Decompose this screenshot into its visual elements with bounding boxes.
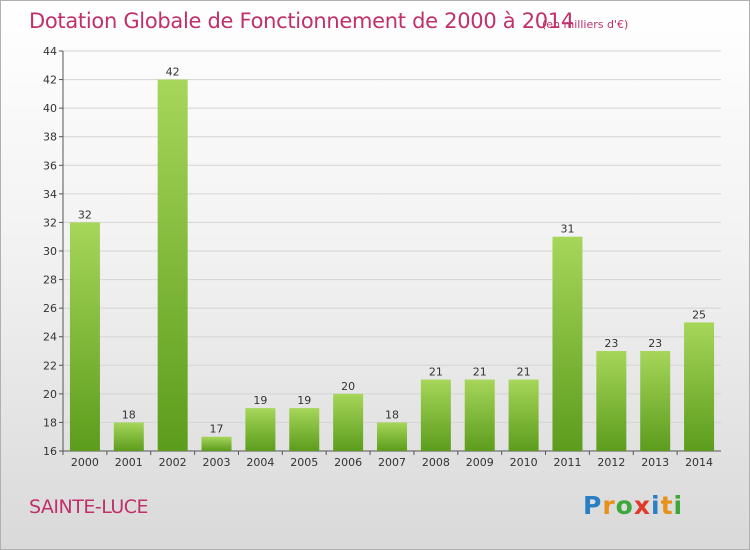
y-tick-label: 16: [43, 445, 57, 458]
bar-chart: 16 18 20 22 24 26 28 30 32 34 36 38 40 42 44 32 2000 18 20…: [43, 45, 721, 469]
bar-value-label: 19: [253, 394, 267, 407]
bar-value-label: 19: [297, 394, 311, 407]
logo-letter: i: [673, 491, 684, 520]
logo-letter: P: [583, 491, 603, 520]
y-tick-label: 34: [43, 188, 57, 201]
y-tick-label: 24: [43, 331, 57, 344]
bar-value-label: 23: [604, 337, 618, 350]
bar: [684, 322, 715, 451]
y-tick-label: 32: [43, 216, 57, 229]
commune-name: SAINTE-LUCE: [29, 496, 149, 518]
x-tick-label: 2009: [466, 456, 494, 469]
x-tick-label: 2011: [553, 456, 581, 469]
y-tick-label: 26: [43, 302, 57, 315]
y-tick-label: 30: [43, 245, 57, 258]
x-tick-label: 2006: [334, 456, 362, 469]
bar: [289, 408, 320, 451]
bar-value-label: 42: [166, 66, 180, 79]
bar: [640, 351, 671, 451]
x-tick-label: 2002: [159, 456, 187, 469]
bar: [464, 379, 495, 451]
x-tick-label: 2013: [641, 456, 669, 469]
x-tick-label: 2000: [71, 456, 99, 469]
logo-letter: r: [602, 491, 616, 520]
proxiti-logo: Proxiti: [583, 491, 683, 520]
y-tick-label: 28: [43, 274, 57, 287]
x-tick-label: 2010: [510, 456, 538, 469]
x-tick-label: 2012: [597, 456, 625, 469]
bar-value-label: 21: [473, 366, 487, 379]
bar: [157, 79, 188, 452]
bar-value-label: 32: [78, 208, 92, 221]
logo-letter: x: [633, 491, 651, 520]
y-tick-label: 38: [43, 131, 57, 144]
y-tick-label: 18: [43, 416, 57, 429]
bar: [245, 408, 276, 451]
x-tick-label: 2014: [685, 456, 713, 469]
y-tick-label: 20: [43, 388, 57, 401]
bar: [596, 351, 627, 451]
bar: [552, 236, 583, 451]
chart-subtitle: (en milliers d'€): [542, 18, 629, 31]
bar-value-label: 21: [517, 366, 531, 379]
bar: [333, 393, 364, 451]
y-tick-label: 42: [43, 74, 57, 87]
x-tick-label: 2001: [115, 456, 143, 469]
bar-value-label: 17: [210, 423, 224, 436]
bar: [69, 222, 100, 451]
bar-value-label: 31: [560, 223, 574, 236]
bar-value-label: 20: [341, 380, 355, 393]
bar: [113, 422, 144, 451]
x-tick-label: 2003: [203, 456, 231, 469]
bars: [69, 79, 715, 452]
bar-value-label: 25: [692, 308, 706, 321]
x-tick-label: 2004: [246, 456, 274, 469]
bar: [377, 422, 407, 451]
x-tick-label: 2007: [378, 456, 406, 469]
bar-value-label: 21: [429, 366, 443, 379]
chart-title: Dotation Globale de Fonctionnement de 20…: [29, 9, 574, 33]
y-tick-label: 40: [43, 102, 57, 115]
logo-letter: o: [615, 491, 634, 520]
bar-value-label: 18: [122, 408, 136, 421]
y-tick-label: 44: [43, 45, 57, 58]
bar: [420, 379, 451, 451]
x-tick-label: 2008: [422, 456, 450, 469]
bar: [508, 379, 539, 451]
y-tick-label: 36: [43, 159, 57, 172]
logo-letter: t: [660, 491, 674, 520]
y-tick-label: 22: [43, 359, 57, 372]
bar: [201, 436, 232, 451]
labels: 16 18 20 22 24 26 28 30 32 34 36 38 40 42 44 32 2000 18 20…: [43, 45, 713, 469]
logo-letter: i: [651, 491, 661, 520]
bar-value-label: 23: [648, 337, 662, 350]
bar-value-label: 18: [385, 408, 399, 421]
x-tick-label: 2005: [290, 456, 318, 469]
